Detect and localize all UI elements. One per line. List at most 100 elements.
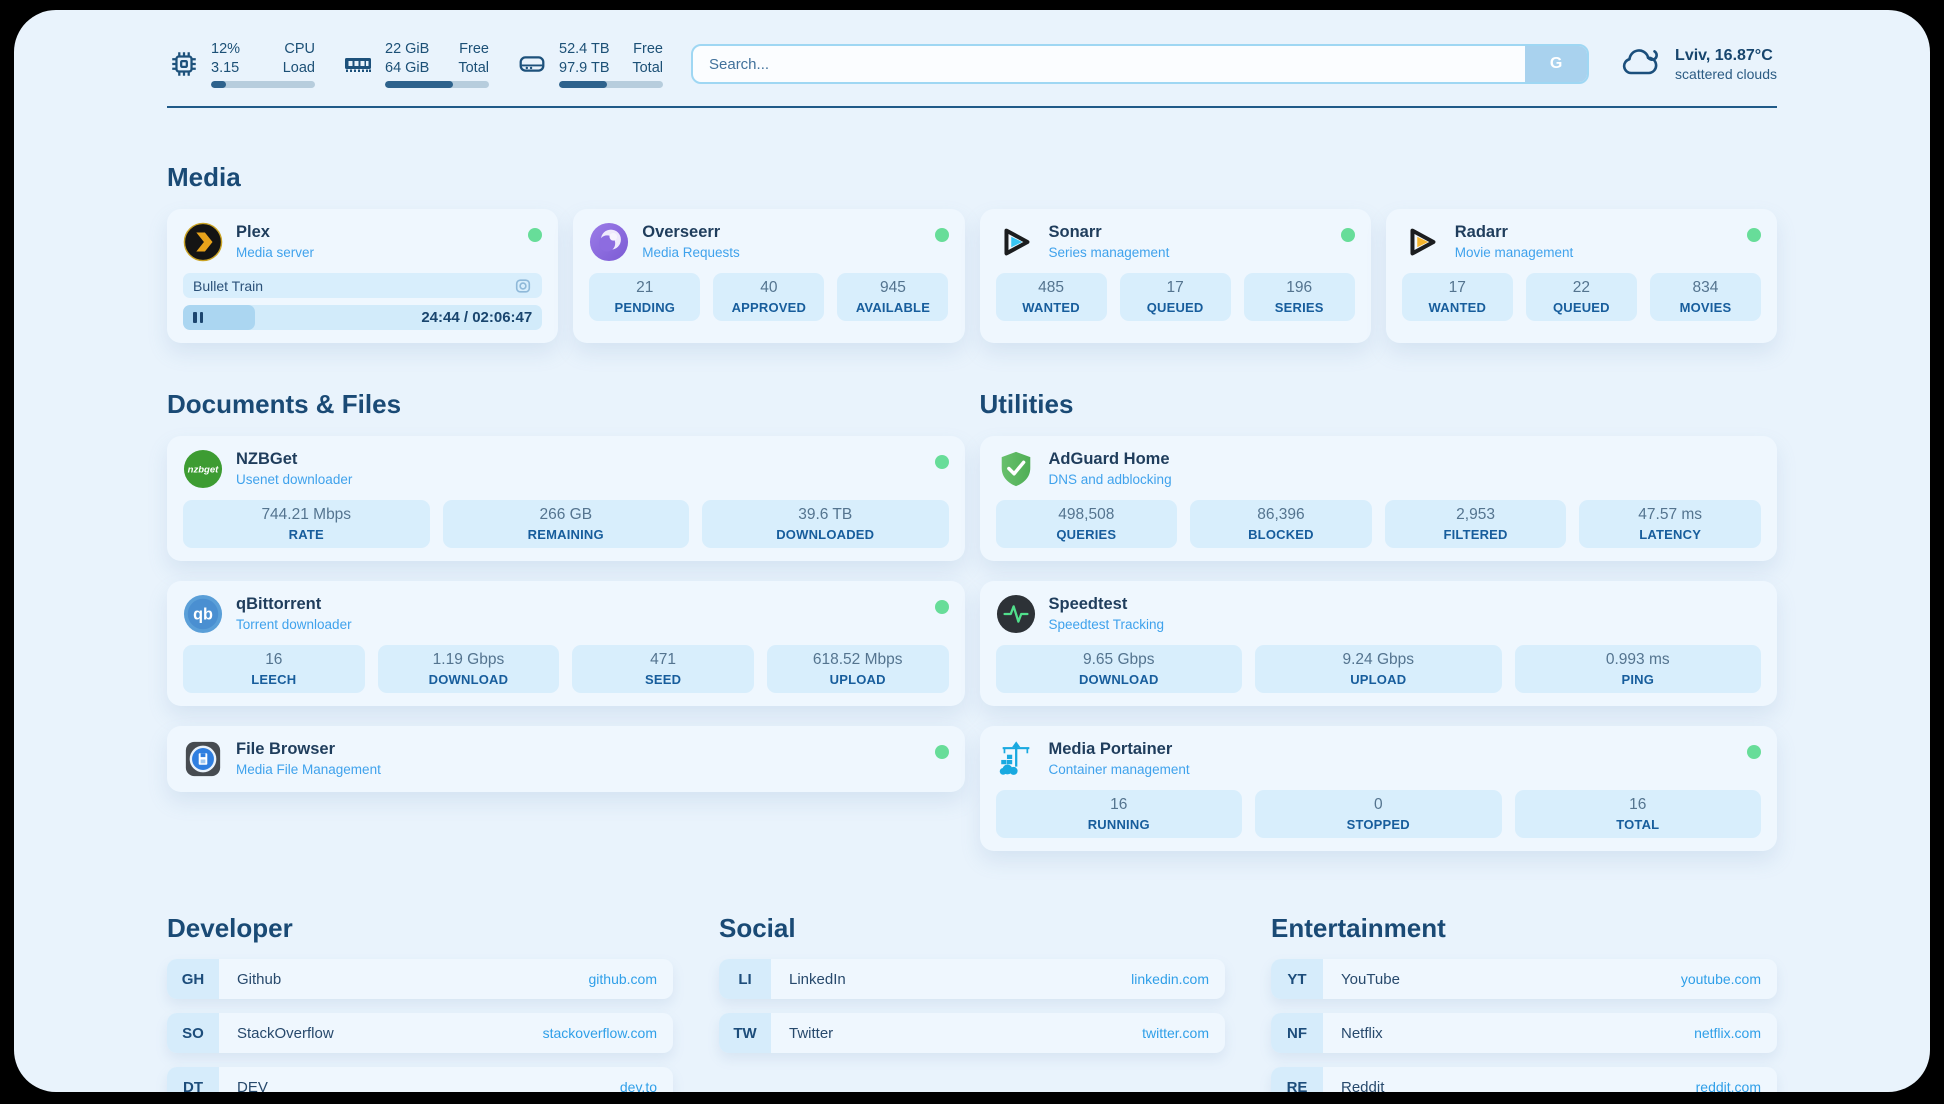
bookmark-youtube[interactable]: YT YouTube youtube.com [1271,959,1777,999]
speedtest-icon [996,594,1036,634]
cpu-label: CPU [284,41,315,58]
stat-label: AVAILABLE [855,300,931,315]
bookmark-name: Reddit [1341,1078,1385,1093]
weather-widget: Lviv, 16.87°C scattered clouds [1619,44,1777,85]
bookmark-abbr: RE [1271,1067,1323,1092]
now-playing-title: Bullet Train [193,277,264,294]
stat-label: UPLOAD [829,672,886,687]
cpu-load-label: Load [282,59,315,76]
stat-tile: 21 PENDING [589,273,701,321]
app-title: Speedtest [1048,595,1128,613]
bookmark-stackoverflow[interactable]: SO StackOverflow stackoverflow.com [167,1013,673,1053]
stat-value: 1.19 Gbps [432,651,505,668]
cpu-icon [167,47,201,81]
stat-tile: 40 APPROVED [713,273,825,321]
stat-label: WANTED [1428,300,1487,315]
bookmark-url: twitter.com [1142,1025,1209,1041]
bookmark-name: Github [237,970,282,988]
app-card-qbittorrent[interactable]: qb qBittorrent Torrent downloader [167,581,965,706]
app-card-radarr[interactable]: Radarr Movie management 17 WANTED 22 QUE… [1385,209,1777,343]
filebrowser-icon [183,739,223,779]
bookmark-column-entertainment: Entertainment YT YouTube youtube.com NF … [1271,913,1777,1092]
disk-progress-bar [559,80,663,88]
app-card-speedtest[interactable]: Speedtest Speedtest Tracking 9.65 Gbps D… [979,581,1777,706]
stat-value: 39.6 TB [798,506,853,523]
bookmark-name: Twitter [789,1024,834,1042]
bookmark-url: dev.to [619,1079,657,1092]
now-playing-title-row: Bullet Train [183,273,543,298]
search-input[interactable] [693,55,1526,73]
app-card-portainer[interactable]: Media Portainer Container management 16 … [979,726,1777,851]
app-card-nzbget[interactable]: nzbget NZBGet Usenet downloader 74 [167,436,965,561]
bookmark-abbr: NF [1271,1013,1323,1053]
now-playing-time: 24:44 / 02:06:47 [421,309,533,326]
bookmark-twitter[interactable]: TW Twitter twitter.com [719,1013,1225,1053]
section-title-social: Social [719,913,796,943]
stat-label: STOPPED [1346,817,1410,832]
section-title-entertainment: Entertainment [1271,913,1446,943]
bookmark-url: netflix.com [1694,1025,1761,1041]
documents-column: Documents & Files nzbget [167,389,965,792]
bookmark-name: StackOverflow [237,1024,334,1042]
app-title: Plex [236,223,270,241]
svg-text:qb: qb [193,606,213,624]
stat-value: 17 [1166,279,1184,296]
bookmark-linkedin[interactable]: LI LinkedIn linkedin.com [719,959,1225,999]
app-subtitle: Container management [1048,762,1190,777]
ram-total-value: 64 GiB [385,59,430,76]
stat-label: WANTED [1022,300,1080,315]
stat-tile: 16 TOTAL [1514,790,1761,838]
stat-label: APPROVED [731,300,807,315]
status-dot [934,455,949,469]
stat-tile: 196 SERIES [1243,273,1355,321]
svg-text:nzbget: nzbget [188,464,219,475]
stat-tile: 17 WANTED [1401,273,1513,321]
app-card-plex[interactable]: Plex Media server Bullet Train [167,209,559,343]
app-subtitle: Media File Management [236,762,381,777]
stat-tile: 39.6 TB DOWNLOADED [702,500,949,548]
stat-label: REMAINING [527,527,604,542]
app-card-sonarr[interactable]: Sonarr Series management 485 WANTED 17 Q… [979,209,1371,343]
app-card-adguard[interactable]: AdGuard Home DNS and adblocking 498,508 … [979,436,1777,561]
bookmark-reddit[interactable]: RE Reddit reddit.com [1271,1067,1777,1092]
ram-icon [341,47,375,81]
app-title: AdGuard Home [1048,450,1170,468]
app-card-overseerr[interactable]: Overseerr Media Requests 21 PENDING 40 A… [573,209,965,343]
stat-value: 618.52 Mbps [812,651,903,668]
cpu-load-value: 3.15 [211,59,240,76]
section-title-documents: Documents & Files [167,389,402,419]
utilities-column: Utilities [979,389,1777,851]
stat-label: RATE [288,527,324,542]
bookmark-dev[interactable]: DT DEV dev.to [167,1067,673,1092]
bookmark-abbr: TW [719,1013,771,1053]
status-dot [934,228,949,242]
stat-label: PING [1621,672,1655,687]
app-subtitle: DNS and adblocking [1048,472,1172,487]
header-divider [167,106,1777,108]
nzbget-icon: nzbget [183,449,223,489]
stat-tile: 86,396 BLOCKED [1190,500,1372,548]
stat-tile: 1.19 Gbps DOWNLOAD [377,645,560,693]
search-engine-button[interactable]: G [1525,46,1588,82]
app-card-filebrowser[interactable]: File Browser Media File Management [167,726,965,792]
pause-icon[interactable] [193,312,203,323]
stat-tile: 834 MOVIES [1649,273,1761,321]
stat-value: 266 GB [539,506,593,523]
stat-tile: 22 QUEUED [1525,273,1637,321]
status-dot [934,600,949,614]
disk-icon [515,47,549,81]
disk-progress-fill [559,80,607,88]
radarr-icon [1402,222,1442,262]
weather-location-temp: Lviv, 16.87°C [1675,46,1773,64]
bookmark-name: Netflix [1341,1024,1383,1042]
video-media-icon [514,277,532,295]
stat-value: 86,396 [1257,506,1305,523]
stat-value: 16 [1629,796,1647,813]
stat-label: QUERIES [1056,527,1117,542]
qbittorrent-icon: qb [183,594,223,634]
bookmark-netflix[interactable]: NF Netflix netflix.com [1271,1013,1777,1053]
ram-free-label: Free [459,41,489,58]
bookmark-github[interactable]: GH Github github.com [167,959,673,999]
stat-label: SERIES [1274,300,1324,315]
section-title-utilities: Utilities [979,389,1074,419]
